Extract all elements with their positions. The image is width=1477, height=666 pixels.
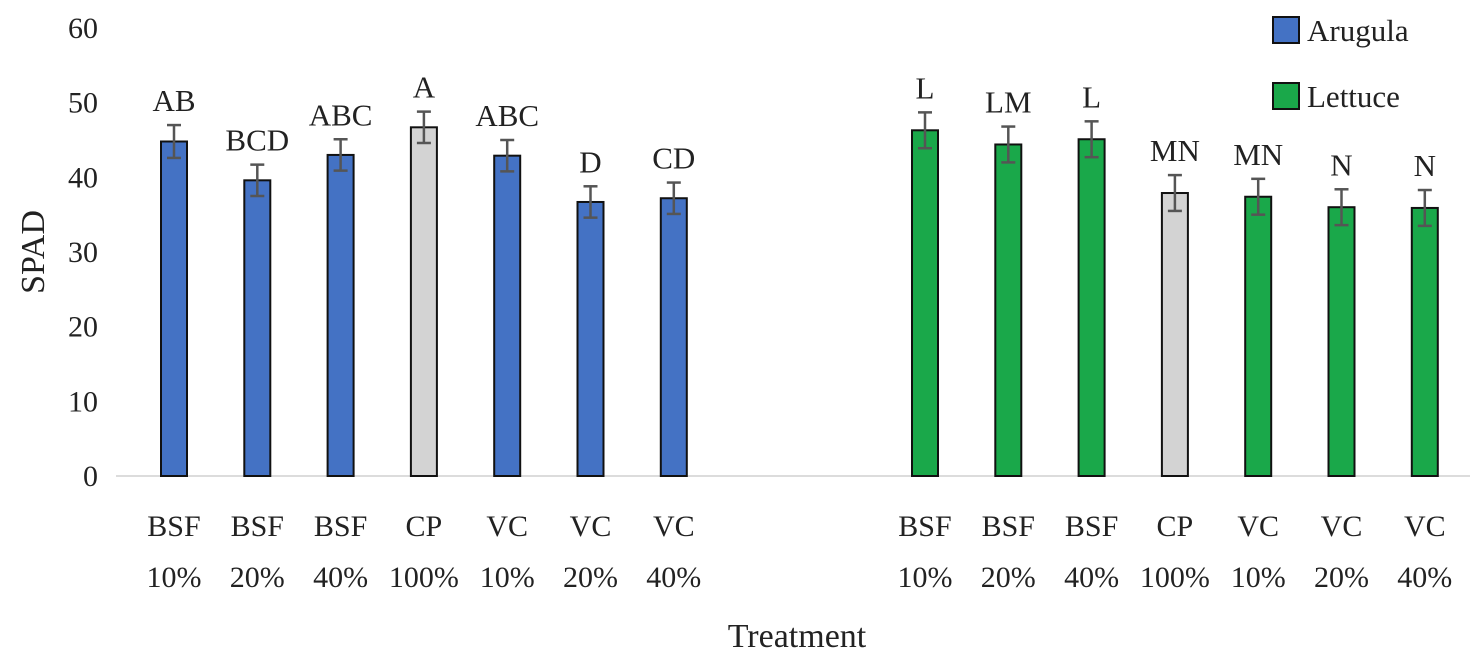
bar: [243, 179, 272, 477]
bar: [409, 126, 438, 477]
significance-letter: A: [413, 70, 436, 105]
bar: [659, 197, 688, 478]
category-label-line2: 40%: [1397, 561, 1452, 594]
category-label-line1: CP: [406, 510, 443, 543]
significance-letter: ABC: [309, 97, 373, 132]
bar: [1077, 138, 1106, 477]
legend-label: Lettuce: [1307, 79, 1400, 114]
y-tick-label: 60: [68, 12, 98, 45]
category-label-line1: VC: [1404, 510, 1446, 543]
bar: [1327, 206, 1356, 477]
y-axis: 0 10 20 30 40 50 60: [68, 12, 98, 493]
y-tick-label: 20: [68, 311, 98, 344]
category-label-line2: 10%: [898, 561, 953, 594]
significance-letter: CD: [652, 141, 695, 176]
significance-letter: L: [1082, 79, 1101, 114]
significance-letter: AB: [152, 83, 195, 118]
significance-letter: ABC: [475, 98, 539, 133]
y-tick-label: 40: [68, 161, 98, 194]
significance-letter: BCD: [225, 123, 289, 158]
category-label-line2: 100%: [389, 561, 459, 594]
bar: [1410, 206, 1439, 478]
category-label-line1: BSF: [982, 510, 1035, 543]
bar: [576, 200, 605, 477]
legend: Arugula Lettuce: [1272, 13, 1409, 114]
category-label-line1: VC: [486, 510, 528, 543]
y-tick-label: 50: [68, 87, 98, 120]
category-label-line1: BSF: [1065, 510, 1118, 543]
category-label-line2: 20%: [563, 561, 618, 594]
significance-letter: MN: [1150, 133, 1200, 168]
category-label-line1: VC: [1237, 510, 1279, 543]
category-label-line2: 100%: [1140, 561, 1210, 594]
category-label-line1: VC: [570, 510, 612, 543]
category-label-line2: 20%: [230, 561, 285, 594]
bar: [1244, 195, 1273, 477]
bar: [160, 140, 188, 477]
bar: [1160, 192, 1189, 477]
category-label-line2: 40%: [1064, 561, 1119, 594]
category-label-line1: VC: [1321, 510, 1363, 543]
category-label-line2: 10%: [1231, 561, 1286, 594]
legend-label: Arugula: [1307, 13, 1409, 48]
category-label-line2: 10%: [480, 561, 535, 594]
significance-letter: N: [1414, 148, 1436, 183]
category-label-line2: 10%: [147, 561, 202, 594]
category-label-line2: 20%: [981, 561, 1036, 594]
significance-letter: MN: [1233, 137, 1283, 172]
category-label-line1: BSF: [231, 510, 284, 543]
category-label-line1: VC: [653, 510, 695, 543]
legend-swatch: [1272, 16, 1300, 44]
bar: [493, 154, 522, 477]
significance-letter: L: [916, 70, 935, 105]
bar-series: AB BCD ABC A ABC D CD L LM L MN MN N N: [116, 70, 1470, 478]
category-label-line2: 40%: [646, 561, 701, 594]
significance-letter: D: [579, 144, 601, 179]
legend-swatch: [1272, 82, 1300, 110]
y-axis-title: SPAD: [15, 210, 52, 294]
x-axis-labels: BSF 10% BSF 20% BSF 40% CP 100% VC 10% VC 20% VC 40% B…: [147, 510, 1453, 594]
category-label-line1: CP: [1157, 510, 1194, 543]
bar: [994, 143, 1023, 477]
significance-letter: LM: [985, 85, 1032, 120]
x-axis-title: Treatment: [728, 618, 867, 655]
category-label-line1: BSF: [898, 510, 951, 543]
category-label-line2: 20%: [1314, 561, 1369, 594]
category-label-line1: BSF: [147, 510, 200, 543]
category-label-line2: 40%: [313, 561, 368, 594]
category-label-line1: BSF: [314, 510, 367, 543]
bar: [326, 153, 355, 478]
significance-letter: N: [1330, 147, 1352, 182]
y-tick-label: 10: [68, 385, 98, 418]
y-tick-label: 30: [68, 236, 98, 269]
y-tick-label: 0: [83, 460, 98, 493]
bar: [911, 129, 939, 477]
